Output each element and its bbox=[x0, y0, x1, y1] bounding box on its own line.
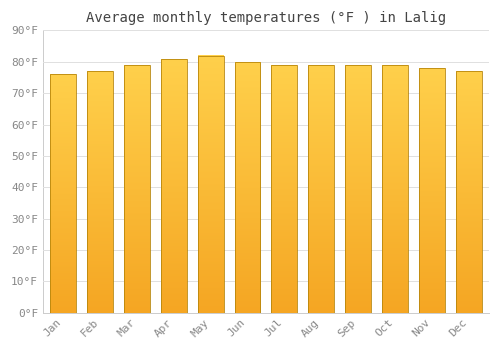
Bar bbox=[272, 65, 297, 313]
Bar bbox=[198, 56, 224, 313]
Bar bbox=[124, 65, 150, 313]
Bar bbox=[382, 65, 408, 313]
Title: Average monthly temperatures (°F ) in Lalig: Average monthly temperatures (°F ) in La… bbox=[86, 11, 446, 25]
Bar bbox=[161, 59, 186, 313]
Bar bbox=[87, 71, 113, 313]
Bar bbox=[456, 71, 481, 313]
Bar bbox=[50, 74, 76, 313]
Bar bbox=[50, 74, 76, 313]
Bar bbox=[345, 65, 371, 313]
Bar bbox=[272, 65, 297, 313]
Bar bbox=[234, 62, 260, 313]
Bar bbox=[124, 65, 150, 313]
Bar bbox=[382, 65, 408, 313]
Bar bbox=[161, 59, 186, 313]
Bar bbox=[419, 68, 444, 313]
Bar bbox=[308, 65, 334, 313]
Bar bbox=[419, 68, 444, 313]
Bar bbox=[198, 56, 224, 313]
Bar bbox=[345, 65, 371, 313]
Bar bbox=[308, 65, 334, 313]
Bar bbox=[234, 62, 260, 313]
Bar bbox=[87, 71, 113, 313]
Bar bbox=[456, 71, 481, 313]
